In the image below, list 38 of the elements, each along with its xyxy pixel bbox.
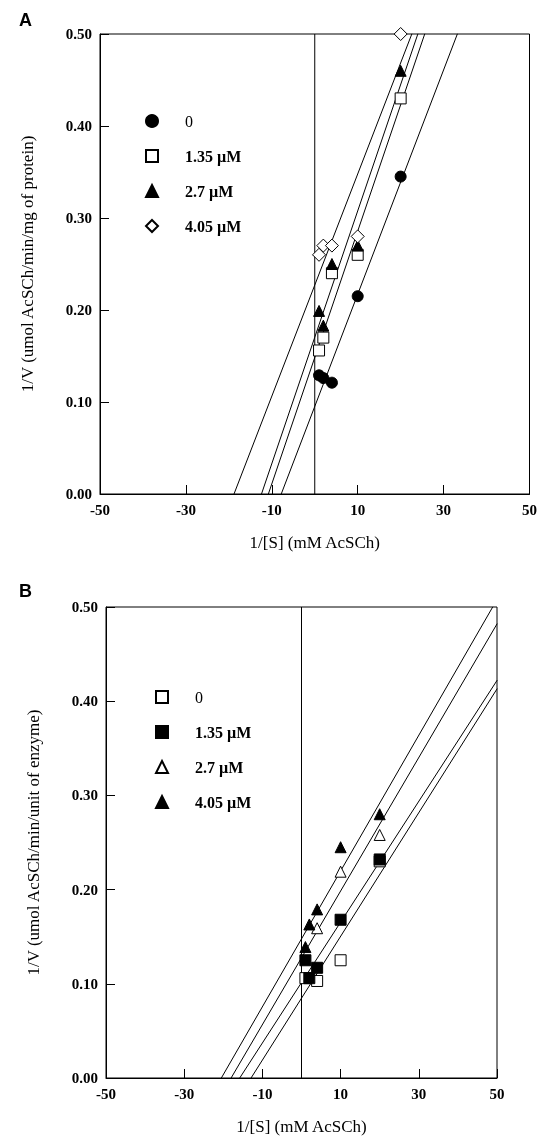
legend-label: 1.35 µM xyxy=(195,723,252,742)
y-axis-title: 1/V (umol AcSCh/min/unit of enzyme) xyxy=(24,709,43,976)
legend-label: 0 xyxy=(185,112,193,130)
x-tick-label: 10 xyxy=(333,1085,349,1102)
x-tick-label: -10 xyxy=(261,501,282,518)
legend-label: 2.7 µM xyxy=(195,758,244,777)
y-tick-label: 0.30 xyxy=(65,210,92,226)
x-tick-label: 10 xyxy=(350,501,366,518)
y-tick-label: 0.00 xyxy=(71,1070,98,1086)
x-tick-label: -30 xyxy=(174,1085,195,1102)
x-axis-title: 1/[S] (mM AcSCh) xyxy=(249,533,380,552)
x-axis-title: 1/[S] (mM AcSCh) xyxy=(236,1117,367,1136)
chart-title: B xyxy=(19,581,32,601)
y-tick-label: 0.40 xyxy=(65,118,92,134)
x-tick-label: -50 xyxy=(96,1085,116,1102)
x-tick-label: 50 xyxy=(522,501,537,518)
legend-label: 4.05 µM xyxy=(195,793,252,812)
x-tick-label: 50 xyxy=(489,1085,505,1102)
x-tick-label: 30 xyxy=(411,1085,427,1102)
x-tick-label: -30 xyxy=(175,501,196,518)
y-tick-label: 0.20 xyxy=(65,302,92,318)
x-tick-label: 30 xyxy=(436,501,452,518)
y-tick-label: 0.10 xyxy=(71,975,98,992)
y-tick-label: 0.00 xyxy=(65,486,92,502)
y-tick-label: 0.20 xyxy=(71,881,98,898)
legend-label: 1.35 µM xyxy=(185,147,242,166)
y-axis-title: 1/V (umol AcSCh/min/mg of protein) xyxy=(18,135,37,393)
legend-label: 0 xyxy=(195,688,203,706)
y-tick-label: 0.50 xyxy=(71,599,98,615)
legend-label: 4.05 µM xyxy=(185,217,242,236)
x-tick-label: -50 xyxy=(90,501,110,518)
legend-label: 2.7 µM xyxy=(185,182,234,201)
x-tick-label: -10 xyxy=(252,1085,273,1102)
y-tick-label: 0.40 xyxy=(71,693,98,710)
y-tick-label: 0.30 xyxy=(71,787,98,804)
chart-title: A xyxy=(19,10,32,30)
y-tick-label: 0.50 xyxy=(65,26,92,42)
y-tick-label: 0.10 xyxy=(65,394,92,410)
